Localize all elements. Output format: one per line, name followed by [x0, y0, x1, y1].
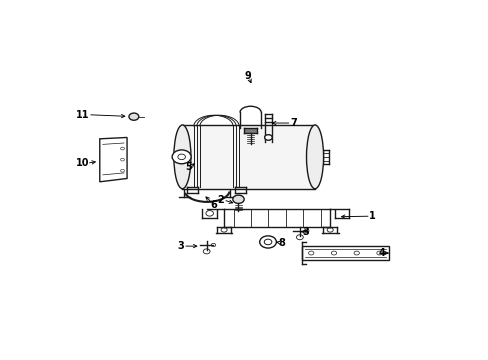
Text: 8: 8 [278, 238, 285, 248]
Circle shape [326, 228, 332, 232]
Circle shape [331, 251, 336, 255]
Circle shape [205, 211, 213, 216]
Ellipse shape [174, 125, 190, 189]
Text: 7: 7 [289, 118, 296, 128]
Circle shape [376, 251, 381, 255]
Circle shape [264, 239, 271, 245]
Text: 3: 3 [177, 241, 184, 251]
Circle shape [121, 158, 124, 161]
FancyBboxPatch shape [301, 246, 388, 260]
Text: 11: 11 [76, 110, 90, 120]
Circle shape [129, 113, 139, 120]
Circle shape [211, 243, 215, 247]
Circle shape [121, 169, 124, 172]
Circle shape [308, 251, 313, 255]
Circle shape [264, 135, 272, 140]
Text: 2: 2 [217, 195, 224, 205]
Circle shape [203, 249, 210, 254]
Text: 9: 9 [244, 71, 250, 81]
Text: 1: 1 [368, 211, 375, 221]
Circle shape [232, 195, 244, 203]
Text: 4: 4 [378, 248, 385, 258]
Circle shape [296, 235, 303, 240]
Polygon shape [100, 138, 127, 182]
Text: 3: 3 [302, 227, 308, 237]
Circle shape [121, 147, 124, 150]
Text: 5: 5 [184, 162, 191, 172]
Text: 10: 10 [76, 158, 90, 168]
Text: 6: 6 [210, 201, 217, 210]
Circle shape [172, 150, 191, 164]
Circle shape [353, 251, 359, 255]
Ellipse shape [306, 125, 323, 189]
Circle shape [259, 236, 276, 248]
Circle shape [178, 154, 185, 159]
Circle shape [304, 229, 308, 233]
Circle shape [221, 228, 226, 232]
